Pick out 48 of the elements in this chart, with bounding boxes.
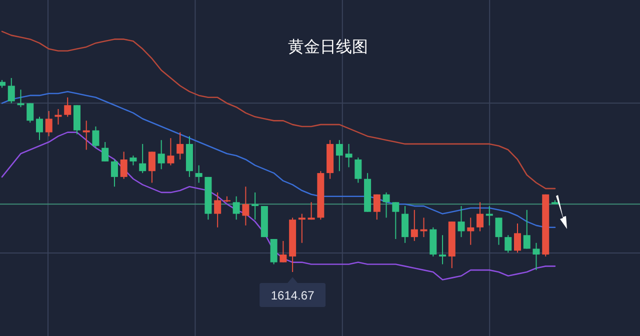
candlestick (504, 234, 512, 254)
candlestick (402, 206, 409, 244)
candlestick (458, 206, 465, 238)
candlestick (495, 217, 502, 246)
candlestick (270, 238, 278, 265)
candlestick (467, 217, 474, 246)
annotation: 1614.67 (270, 288, 315, 302)
candlestick (45, 110, 52, 137)
candlestick (130, 155, 137, 166)
candlestick (242, 186, 250, 226)
candlestick (439, 234, 446, 265)
candlestick (232, 196, 240, 220)
candlestick (392, 202, 400, 240)
candlestick (280, 240, 287, 263)
candlestick (373, 194, 380, 220)
candlestick (139, 143, 146, 174)
candlestick (476, 202, 484, 232)
candlestick (167, 138, 174, 166)
callout-label: 1614.67 (260, 277, 326, 307)
candlestick (298, 213, 306, 244)
candlestick (36, 116, 43, 141)
candlestick (410, 209, 418, 242)
candlestick (195, 164, 202, 184)
candlestick (92, 126, 100, 148)
chart-title: 黄金日线图 (288, 37, 368, 56)
candlestick (354, 157, 362, 184)
candlestick (532, 242, 540, 271)
candlestick (308, 202, 315, 220)
candlestick (82, 120, 90, 150)
candlestick (176, 132, 184, 160)
candlestick (523, 209, 530, 250)
candlestick (345, 143, 352, 168)
candlestick (120, 151, 128, 180)
candlestick (148, 151, 156, 184)
candlestick (336, 140, 343, 172)
candlestick (514, 223, 522, 254)
candlestick (420, 217, 428, 238)
candlestick (102, 142, 109, 162)
candlestick (26, 102, 34, 124)
candlestick (158, 140, 165, 170)
candlestick (252, 192, 259, 220)
candlestick (110, 158, 118, 188)
candlestick (382, 192, 390, 218)
candlestick (64, 96, 72, 118)
candlestick (54, 108, 62, 126)
candlestick (17, 89, 24, 108)
candlestick (214, 192, 222, 228)
candlestick (8, 78, 15, 104)
